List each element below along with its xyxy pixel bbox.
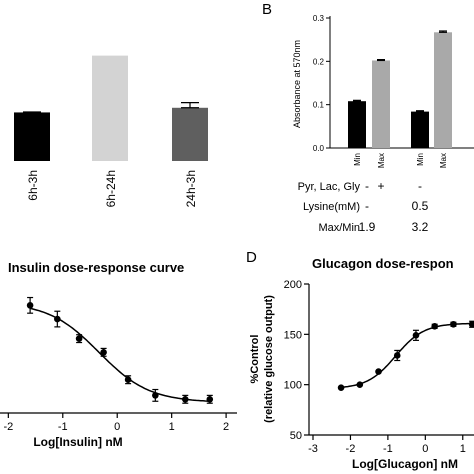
data-point-c-7 — [181, 396, 189, 403]
x-tick-label-b-3: Min — [416, 153, 425, 166]
panel-label-b: B — [262, 1, 272, 18]
x-tick-label-d-2: -2 — [346, 443, 356, 455]
y-tick-label-d-3: 150 — [284, 329, 302, 341]
panel-b-chart: 0.0 0.1 0.2 0.3 Absorbance at 570nm Min Max Min… — [292, 14, 474, 234]
y-tick-label-b-2: 0.1 — [313, 101, 325, 110]
y-tick-label-b-4: 0.3 — [313, 14, 325, 23]
data-point-d-2 — [356, 381, 364, 388]
y-axis-title-d-line-1: %Control — [249, 335, 261, 384]
data-point-d-3 — [375, 368, 382, 375]
data-point-d-4 — [393, 352, 401, 359]
x-tick-label-d-5: 1 — [460, 443, 466, 455]
x-axis-title-d: Log[Glucagon] nM — [352, 457, 458, 471]
x-tick-label-d-4: 0 — [422, 443, 428, 455]
y-tick-label-b-1: 0.0 — [313, 144, 325, 153]
condition-row-3-value-3: 3.2 — [412, 220, 429, 234]
chart-title-c: Insulin dose-response curve — [8, 260, 184, 275]
panel-label-d: D — [246, 249, 257, 266]
data-point-c-4 — [100, 349, 107, 356]
condition-row-1-value-1: - — [365, 179, 369, 193]
x-tick-label-b-4: Max — [439, 153, 448, 168]
data-point-c-1 — [26, 302, 34, 309]
condition-row-1-value-3: - — [418, 179, 422, 193]
x-tick-label-a-1: 6h-3h — [26, 170, 40, 201]
bar-a-1 — [14, 112, 50, 161]
fit-curve-d — [341, 322, 474, 389]
condition-row-2-value-3: 0.5 — [412, 199, 429, 213]
panel-c-chart: Insulin dose-response curve -2 -1 0 1 2 Log[In… — [0, 260, 237, 449]
condition-row-2-value-1: - — [365, 199, 369, 213]
data-point-d-7 — [450, 320, 457, 328]
data-point-c-5 — [124, 376, 132, 384]
x-tick-label-c-5: 2 — [223, 421, 229, 433]
y-axis-title-b: Absorbance at 570nm — [292, 40, 302, 128]
x-tick-label-c-1: -2 — [3, 421, 13, 433]
x-tick-label-b-1: Min — [353, 153, 362, 166]
bar-a-3 — [172, 107, 208, 161]
bar-b-1 — [348, 101, 366, 148]
data-point-d-1 — [337, 384, 345, 391]
x-tick-label-b-2: Max — [377, 153, 386, 168]
panel-a-chart: 6h-3h 6h-24h 24h-3h — [14, 55, 208, 207]
data-point-d-6 — [431, 322, 438, 330]
x-axis-title-c: Log[Insulin] nM — [33, 435, 122, 449]
y-tick-label-b-3: 0.2 — [313, 57, 325, 66]
x-tick-label-c-4: 1 — [169, 421, 175, 433]
y-tick-label-d-1: 50 — [290, 430, 302, 442]
y-axis-title-d-line-2: (relative glucose output) — [263, 295, 275, 423]
x-tick-label-d-1: -3 — [308, 443, 318, 455]
data-point-c-8 — [206, 396, 214, 403]
condition-row-label-3: Max/Min — [318, 222, 360, 234]
panel-d-chart: Glucagon dose-respon 50 100 150 200 -3 -2 -1 0 1L… — [249, 256, 474, 471]
x-tick-label-d-3: -1 — [383, 443, 393, 455]
x-tick-label-a-3: 24h-3h — [184, 170, 198, 207]
x-tick-label-c-2: -1 — [58, 421, 68, 433]
chart-title-d: Glucagon dose-respon — [312, 256, 454, 271]
data-point-c-6 — [152, 392, 159, 399]
condition-row-label-1: Pyr, Lac, Gly — [298, 181, 361, 193]
condition-row-label-2: Lysine(mM) — [303, 201, 360, 213]
bar-a-2 — [92, 56, 128, 162]
x-tick-label-a-2: 6h-24h — [104, 170, 118, 207]
data-point-c-3 — [75, 335, 83, 342]
data-point-c-2 — [54, 315, 61, 323]
bar-b-2 — [372, 60, 390, 148]
condition-row-3-value-1: 1.9 — [359, 220, 376, 234]
data-point-d-8 — [468, 320, 474, 328]
data-point-d-5 — [412, 332, 420, 339]
bar-b-3 — [411, 111, 429, 148]
condition-row-1-value-2: + — [377, 179, 384, 193]
y-tick-label-d-4: 200 — [284, 279, 302, 291]
y-tick-label-d-2: 100 — [284, 380, 302, 392]
x-tick-label-c-3: 0 — [114, 421, 120, 433]
bar-b-4 — [434, 32, 452, 148]
